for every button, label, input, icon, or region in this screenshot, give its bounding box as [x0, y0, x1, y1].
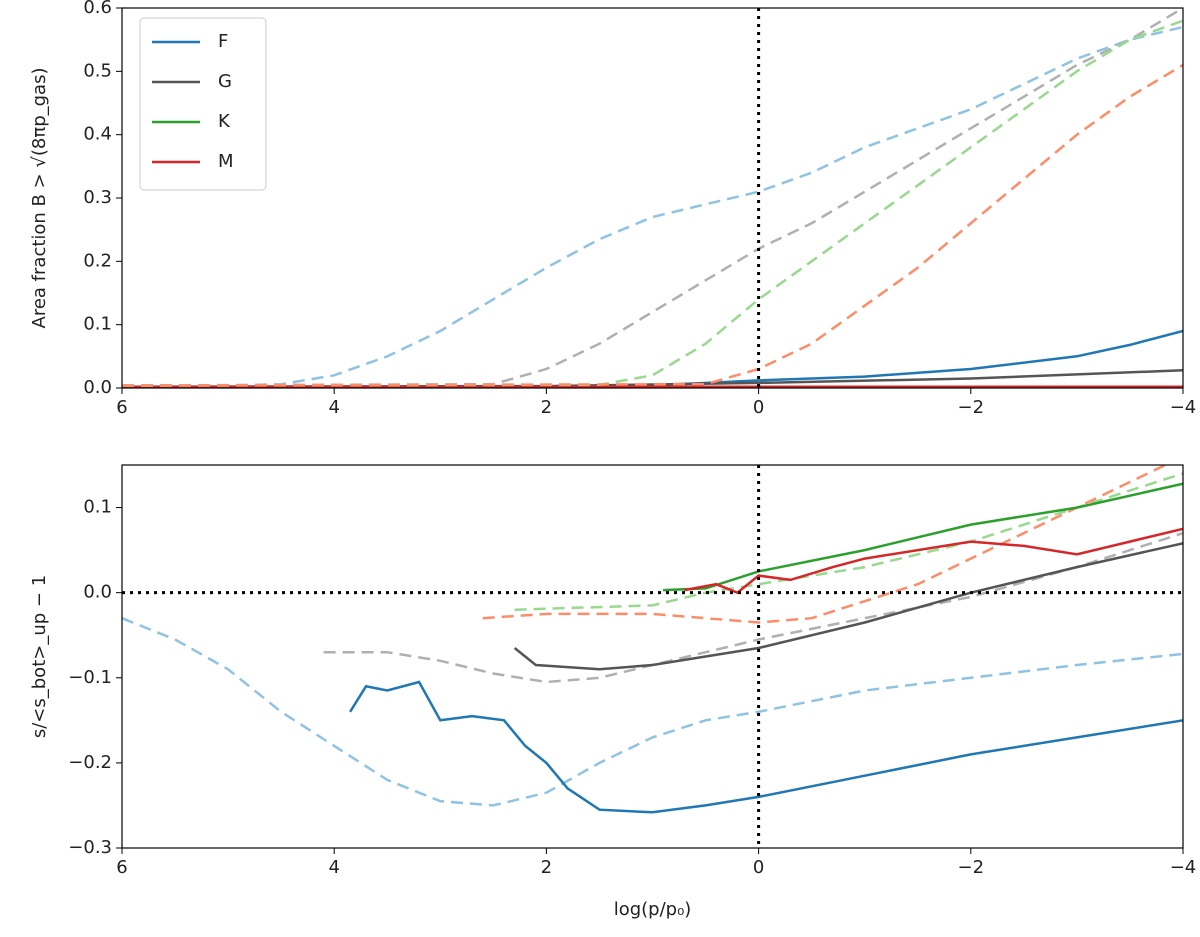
- legend-label: M: [218, 151, 234, 172]
- series-line: [122, 25, 1183, 387]
- series-line: [323, 531, 1183, 684]
- y-tick-label: 0.6: [83, 0, 112, 18]
- y-tick-label: −0.1: [68, 667, 112, 688]
- series-line: [514, 472, 1183, 611]
- y-tick-label: 0.0: [83, 377, 112, 398]
- series-line: [663, 482, 1183, 592]
- y-tick-label: 0.1: [83, 314, 112, 335]
- y-tick-label: 0.0: [83, 582, 112, 603]
- x-tick-label: 4: [328, 397, 339, 418]
- y-tick-label: 0.3: [83, 187, 112, 208]
- y-tick-label: 0.2: [83, 250, 112, 271]
- plot-lines: [122, 465, 1183, 814]
- x-tick-label: −4: [1170, 857, 1197, 878]
- subplot: 6 4 2 0 −2 −4 −0.3 −0.2 −0.1 0.0 0.1 s/<s_bot>_up −…: [29, 464, 1197, 920]
- x-tick-label: 0: [753, 857, 764, 878]
- legend-label: G: [218, 71, 232, 92]
- y-tick-label: 0.1: [83, 497, 112, 518]
- series-line: [122, 8, 1183, 387]
- x-tick-label: 4: [328, 857, 339, 878]
- x-tick-label: −2: [958, 397, 985, 418]
- y-tick-label: −0.3: [68, 837, 112, 858]
- subplot: 6 4 2 0 −2 −4 0.0 0.1 0.2 0.3 0.4 0.5 0.6 Area fracti…: [29, 0, 1196, 418]
- x-tick-label: 2: [541, 857, 552, 878]
- series-line: [349, 680, 1183, 814]
- series-line: [122, 329, 1183, 388]
- x-tick-label: −4: [1170, 397, 1197, 418]
- plot-lines: [122, 8, 1183, 388]
- y-axis-label: s/<s_bot>_up − 1: [29, 575, 50, 738]
- y-tick-label: −0.2: [68, 752, 112, 773]
- y-tick-label: 0.4: [83, 124, 112, 145]
- plot-frame: [121, 7, 1184, 389]
- series-line: [482, 465, 1169, 624]
- series-line: [684, 527, 1183, 595]
- series-line: [122, 63, 1183, 387]
- y-axis-label: Area fraction B > √(8πp_gas): [29, 68, 50, 329]
- series-line: [122, 617, 1183, 807]
- legend-box: [139, 17, 267, 191]
- legend-label: K: [218, 111, 231, 132]
- x-tick-label: 6: [116, 857, 127, 878]
- x-tick-label: −2: [958, 857, 985, 878]
- plot-frame: [121, 464, 1184, 849]
- y-tick-label: 0.5: [83, 60, 112, 81]
- x-tick-label: 2: [541, 397, 552, 418]
- series-line: [122, 19, 1183, 387]
- series-line: [513, 542, 1183, 671]
- x-axis-label: log(p/p₀): [614, 899, 692, 920]
- x-tick-label: 0: [753, 397, 764, 418]
- x-tick-label: 6: [116, 397, 127, 418]
- legend-label: F: [218, 31, 228, 52]
